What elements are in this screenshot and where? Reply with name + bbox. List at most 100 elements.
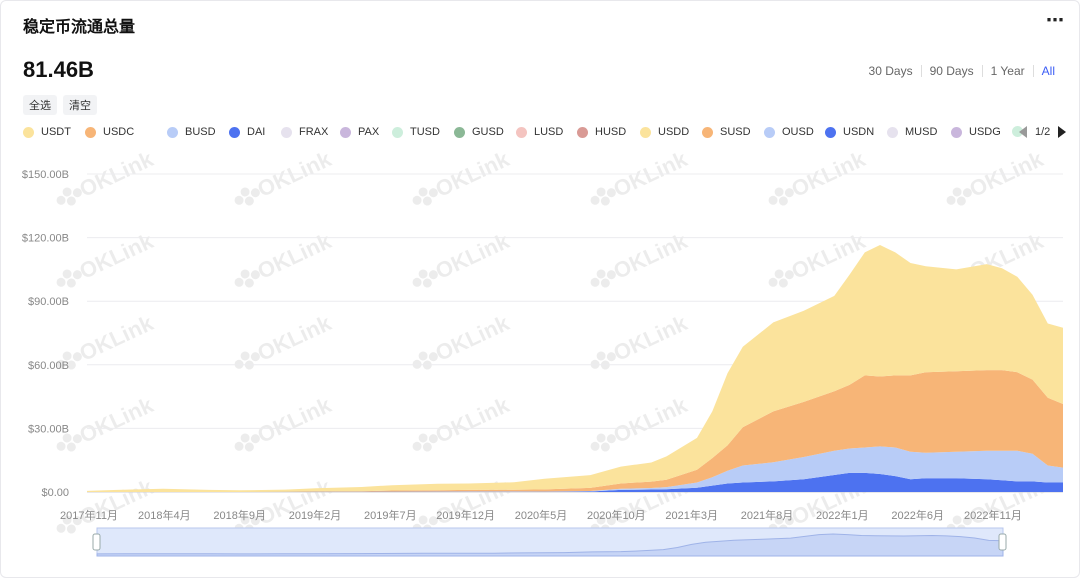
legend-label: FRAX <box>299 126 329 138</box>
watermark-logo-dot <box>596 187 606 197</box>
legend-item-ousd[interactable]: OUSD <box>764 126 814 138</box>
x-tick-label: 2017年11月 <box>60 508 118 522</box>
legend-item-usdg[interactable]: USDG <box>951 126 1001 138</box>
watermark-logo-dot <box>56 523 66 533</box>
watermark-logo-dot <box>422 442 432 452</box>
range-1-year[interactable]: 1 Year <box>990 64 1025 78</box>
legend-item-pax[interactable]: PAX <box>340 126 379 138</box>
watermark-logo-dot <box>240 269 250 279</box>
range-30-days[interactable]: 30 Days <box>868 64 913 78</box>
watermark-logo-dot <box>250 434 260 444</box>
watermark: OKLink <box>412 392 514 452</box>
watermark-text: OKLink <box>432 310 514 366</box>
watermark-logo-dot <box>66 360 76 370</box>
watermark-logo-dot <box>418 433 428 443</box>
watermark-logo-dot <box>62 515 72 525</box>
zoom-handle-left[interactable] <box>92 533 101 551</box>
watermark-logo-dot <box>596 269 606 279</box>
range-90-days[interactable]: 90 Days <box>929 64 974 78</box>
more-options-icon[interactable]: ⋯ <box>1046 10 1065 31</box>
select-all-button[interactable]: 全选 <box>23 95 57 115</box>
watermark-logo-dot <box>428 352 438 362</box>
legend-swatch <box>764 126 775 138</box>
legend-swatch <box>340 126 351 138</box>
legend-swatch <box>23 126 34 138</box>
watermark-logo-dot <box>412 441 422 451</box>
legend-item-tusd[interactable]: TUSD <box>392 126 440 138</box>
x-tick-label: 2022年1月 <box>816 508 869 522</box>
x-tick-label: 2018年4月 <box>138 508 191 522</box>
clear-button[interactable]: 清空 <box>63 95 97 115</box>
legend-pager: 1/2 <box>1019 126 1067 138</box>
watermark-text: OKLink <box>610 392 692 448</box>
watermark-text: OKLink <box>432 392 514 448</box>
legend-swatch <box>887 126 898 138</box>
watermark: OKLink <box>234 392 336 452</box>
legend-item-usdn[interactable]: USDN <box>825 126 874 138</box>
legend-item-usdt[interactable]: USDT <box>23 126 71 138</box>
legend-item-gusd[interactable]: GUSD <box>454 126 504 138</box>
watermark-text: OKLink <box>76 228 158 284</box>
watermark-logo-dot <box>596 351 606 361</box>
watermark-logo-dot <box>778 196 788 206</box>
legend-swatch <box>229 126 240 138</box>
watermark-logo-dot <box>62 187 72 197</box>
watermark-logo-dot <box>774 269 784 279</box>
legend-next-icon[interactable] <box>1058 126 1067 138</box>
watermark: OKLink <box>234 146 336 206</box>
watermark-logo-dot <box>72 188 82 198</box>
x-tick-label: 2021年3月 <box>665 508 718 522</box>
watermark-logo-dot <box>234 359 244 369</box>
watermark-logo-dot <box>952 187 962 197</box>
legend-item-musd[interactable]: MUSD <box>887 126 937 138</box>
series-area-usdc <box>87 370 1063 492</box>
legend-swatch <box>516 126 527 138</box>
watermark-logo-dot <box>962 188 972 198</box>
legend-item-frax[interactable]: FRAX <box>281 126 328 138</box>
x-tick-label: 2020年5月 <box>515 508 568 522</box>
watermark-logo-dot <box>962 516 972 526</box>
watermark-logo-dot <box>428 516 438 526</box>
legend-item-husd[interactable]: HUSD <box>577 126 626 138</box>
watermark-logo-dot <box>66 442 76 452</box>
watermark-logo-dot <box>774 515 784 525</box>
x-tick-label: 2019年2月 <box>289 508 342 522</box>
watermark-logo-dot <box>62 269 72 279</box>
x-tick-label: 2019年7月 <box>364 508 417 522</box>
legend-item-dai[interactable]: DAI <box>229 126 265 138</box>
range-all[interactable]: All <box>1041 64 1055 78</box>
watermark-logo-dot <box>412 277 422 287</box>
y-tick-label: $0.00 <box>41 487 69 499</box>
zoom-handle-right[interactable] <box>998 533 1007 551</box>
watermark-logo-dot <box>956 196 966 206</box>
watermark-logo-dot <box>774 187 784 197</box>
watermark-logo-dot <box>428 434 438 444</box>
legend-label: OUSD <box>782 126 814 138</box>
legend-item-lusd[interactable]: LUSD <box>516 126 563 138</box>
legend-item-usdc[interactable]: USDC <box>85 126 134 138</box>
legend-label: USDD <box>658 126 690 138</box>
legend-item-usdd[interactable]: USDD <box>640 126 689 138</box>
legend-label: SUSD <box>720 126 751 138</box>
watermark-logo-dot <box>784 516 794 526</box>
legend-label: USDC <box>103 126 135 138</box>
legend-label: PAX <box>358 126 380 138</box>
watermark-text: OKLink <box>254 310 336 366</box>
x-tick-label: 2021年8月 <box>741 508 794 522</box>
legend-item-more[interactable] <box>1012 126 1030 137</box>
watermark-logo-dot <box>250 352 260 362</box>
watermark-logo-dot <box>250 188 260 198</box>
x-tick-label: 2019年12月 <box>436 508 495 522</box>
total-value: 81.46B <box>23 57 94 82</box>
legend-item-susd[interactable]: SUSD <box>702 126 751 138</box>
range-divider <box>1032 65 1034 77</box>
watermark-logo-dot <box>240 515 250 525</box>
legend-label: USDG <box>969 126 1001 138</box>
legend-swatch <box>454 126 465 138</box>
watermark-logo-dot <box>590 277 600 287</box>
legend-label: LUSD <box>534 126 564 138</box>
legend-item-busd[interactable]: BUSD <box>167 126 216 138</box>
watermark-logo-dot <box>62 433 72 443</box>
legend-prev-icon[interactable] <box>1019 126 1027 138</box>
